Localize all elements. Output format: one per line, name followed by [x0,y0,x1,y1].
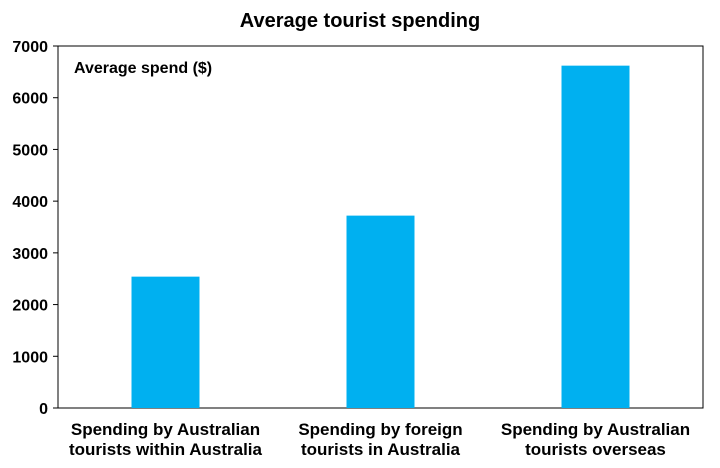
y-tick-label: 0 [39,401,48,418]
x-category-label: tourists within Australia [69,440,263,459]
y-tick-label: 5000 [12,142,48,159]
x-category-label: Spending by Australian [501,420,690,439]
y-axis-annotation: Average spend ($) [74,60,212,77]
y-tick-label: 7000 [12,39,48,56]
y-tick-label: 2000 [12,298,48,315]
y-tick-label: 3000 [12,246,48,263]
x-category-label: tourists overseas [525,440,666,459]
bar [346,215,415,408]
x-category-label: Spending by foreign [298,420,462,439]
y-tick-label: 1000 [12,349,48,366]
x-category-label: tourists in Australia [301,440,461,459]
chart-title: Average tourist spending [240,10,480,32]
bar [561,65,630,408]
y-tick-label: 4000 [12,194,48,211]
bars [131,65,630,408]
y-tick-label: 6000 [12,91,48,108]
x-category-label: Spending by Australian [71,420,260,439]
bar [131,276,200,408]
y-axis: 0 1000 2000 3000 4000 5000 6000 7000 [12,39,58,418]
